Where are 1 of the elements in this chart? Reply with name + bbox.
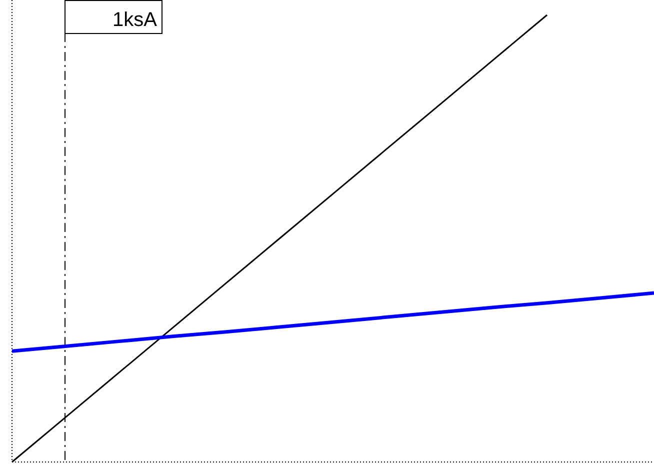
annotation: 1ksA	[112, 9, 158, 31]
